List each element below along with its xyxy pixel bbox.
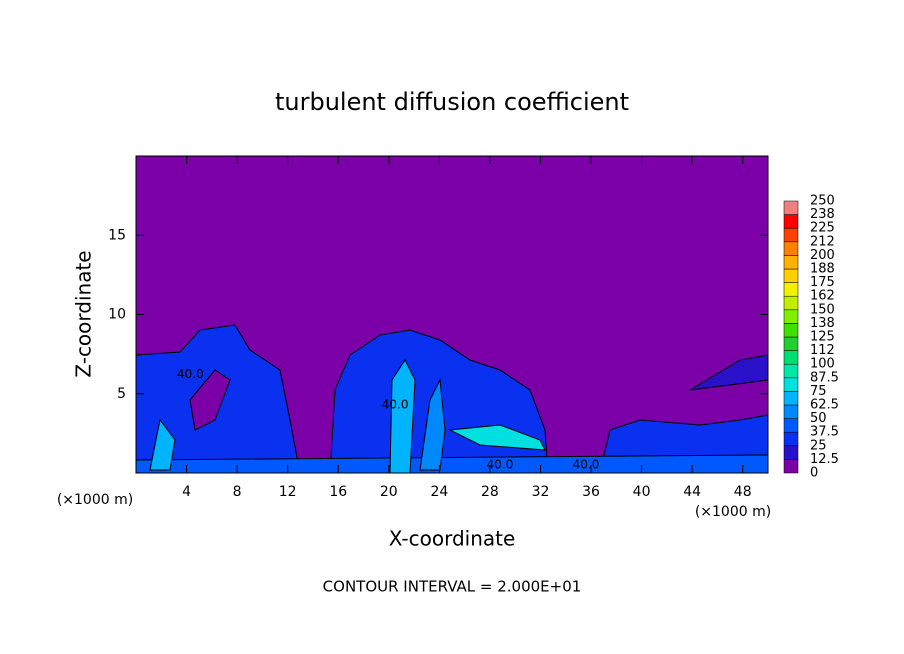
contour-label: 40.0	[573, 458, 600, 472]
colorbar-label: 0	[810, 466, 818, 481]
colorbar-label: 212	[810, 234, 835, 249]
colorbar-label: 138	[810, 316, 835, 331]
x-unit-label: (×1000 m)	[695, 504, 771, 520]
colorbar-label: 225	[810, 221, 835, 236]
field-region	[389, 358, 416, 474]
x-tick-label: 36	[582, 484, 600, 500]
colorbar-label: 87.5	[810, 370, 839, 385]
field-region	[419, 378, 446, 471]
colorbar-band	[783, 336, 799, 351]
colorbar-label: 62.5	[810, 398, 839, 413]
colorbar-label: 238	[810, 207, 835, 222]
colorbar-band	[783, 200, 799, 215]
y-unit-label: (×1000 m)	[57, 492, 133, 508]
colorbar-band	[783, 268, 799, 283]
contour-interval: CONTOUR INTERVAL = 2.000E+01	[323, 578, 582, 596]
colorbar-band	[783, 459, 799, 474]
x-tick-label: 20	[380, 484, 398, 500]
colorbar-label: 25	[810, 438, 827, 453]
colorbar-label: 162	[810, 289, 835, 304]
colorbar-band	[783, 418, 799, 433]
colorbar-label: 188	[810, 262, 835, 277]
chart-title: turbulent diffusion coefficient	[275, 88, 629, 116]
x-tick-label: 40	[633, 484, 651, 500]
colorbar-label: 100	[810, 357, 835, 372]
colorbar-label: 112	[810, 343, 835, 358]
colorbar-band	[783, 391, 799, 406]
colorbar-band	[783, 241, 799, 256]
field-region	[189, 369, 231, 431]
colorbar-label: 125	[810, 330, 835, 345]
colorbar-band	[783, 282, 799, 297]
colorbar-band	[783, 431, 799, 447]
colorbar-band	[783, 309, 799, 324]
colorbar-band	[783, 323, 799, 338]
x-tick-label: 8	[233, 484, 242, 500]
colorbar-label: 12.5	[810, 452, 839, 467]
colorbar-band	[783, 227, 799, 243]
field	[135, 156, 769, 474]
x-tick-label: 12	[279, 484, 297, 500]
contour-label: 40.0	[177, 367, 204, 381]
y-axis-label: Z-coordinate	[72, 250, 96, 377]
colorbar-band	[783, 377, 799, 392]
field-region	[149, 418, 176, 471]
x-tick-label: 24	[430, 484, 448, 500]
colorbar-label: 250	[810, 194, 835, 209]
y-tick-label: 5	[117, 386, 126, 402]
x-axis-label: X-coordinate	[389, 527, 516, 551]
contour-label: 40.0	[487, 458, 514, 472]
x-tick-label: 28	[481, 484, 499, 500]
colorbar-label: 50	[810, 411, 827, 426]
colorbar-label: 37.5	[810, 425, 839, 440]
colorbar-band	[783, 295, 799, 311]
colorbar-band	[783, 350, 799, 365]
colorbar-band	[783, 255, 799, 270]
y-tick-label: 15	[108, 227, 126, 243]
colorbar-label: 75	[810, 384, 827, 399]
x-tick-label: 48	[734, 484, 752, 500]
x-tick-label: 16	[329, 484, 347, 500]
x-tick-label: 44	[683, 484, 701, 500]
field-region	[448, 424, 546, 451]
colorbar-band	[783, 404, 799, 419]
x-tick-label: 32	[532, 484, 550, 500]
x-tick-label: 4	[182, 484, 191, 500]
contour-label: 40.0	[382, 397, 409, 411]
colorbar-band	[783, 363, 799, 379]
colorbar-band	[783, 445, 799, 460]
y-tick-label: 10	[108, 307, 126, 323]
colorbar-band	[783, 214, 799, 229]
colorbar-label: 175	[810, 275, 835, 290]
colorbar-label: 200	[810, 248, 835, 263]
colorbar-label: 150	[810, 302, 835, 317]
